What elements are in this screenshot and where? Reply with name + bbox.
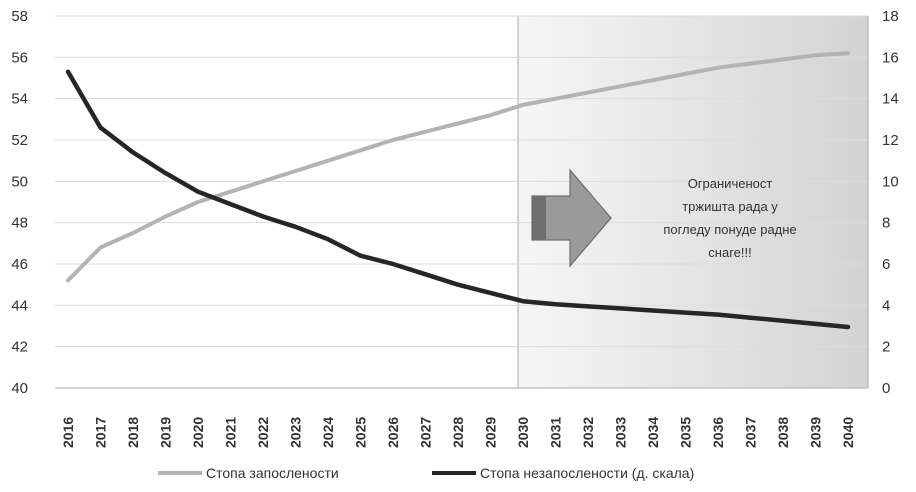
y-right-tick-label: 10	[882, 173, 899, 190]
arrow-icon	[531, 168, 612, 268]
y-left-tick-label: 40	[11, 380, 28, 397]
x-tick-label: 2030	[515, 417, 531, 448]
x-tick-label: 2028	[450, 417, 466, 448]
y-left-tick-label: 56	[11, 49, 28, 66]
annotation-line: погледу понуде радне	[663, 222, 796, 237]
x-tick-label: 2038	[775, 417, 791, 448]
x-tick-label: 2023	[288, 417, 304, 448]
series-line-2	[65, 69, 851, 330]
y-left-tick-label: 54	[11, 91, 28, 108]
x-tick-label: 2019	[158, 417, 174, 448]
x-tick-label: 2016	[60, 417, 76, 448]
x-tick-label: 2036	[710, 417, 726, 448]
x-tick-label: 2031	[548, 417, 564, 448]
x-tick-label: 2040	[840, 417, 856, 448]
x-tick-label: 2033	[613, 417, 629, 448]
y-left-tick-label: 44	[11, 297, 28, 314]
y-left-tick-label: 58	[11, 8, 28, 25]
x-tick-label: 2039	[808, 417, 824, 448]
arrow-tail	[532, 196, 546, 240]
y-right-tick-label: 2	[882, 339, 890, 356]
x-tick-label: 2034	[645, 417, 661, 448]
annotation-line: тржишта рада у	[682, 199, 778, 214]
x-tick-label: 2022	[255, 417, 271, 448]
y-left-tick-label: 46	[11, 256, 28, 273]
x-tick-label: 2021	[223, 417, 239, 448]
legend-label: Стопа незапослености (д. скала)	[480, 465, 694, 481]
x-tick-label: 2032	[580, 417, 596, 448]
x-tick-label: 2029	[483, 417, 499, 448]
y-left-tick-label: 52	[11, 132, 28, 149]
legend-item-1: Стопа запослености	[158, 465, 339, 481]
legend-label: Стопа запослености	[206, 465, 339, 481]
y-right-tick-label: 8	[882, 215, 890, 232]
y-right-tick-label: 12	[882, 132, 899, 149]
x-tick-label: 2018	[125, 417, 141, 448]
legend-item-2: Стопа незапослености (д. скала)	[432, 465, 694, 481]
y-left-tick-label: 42	[11, 339, 28, 356]
y-right-tick-label: 18	[882, 8, 899, 25]
x-tick-label: 2027	[418, 417, 434, 448]
y-right-tick-label: 14	[882, 91, 899, 108]
x-tick-label: 2037	[743, 417, 759, 448]
y-right-tick-label: 4	[882, 297, 890, 314]
x-tick-label: 2024	[320, 417, 336, 448]
x-tick-label: 2025	[353, 417, 369, 448]
y-left-tick-label: 48	[11, 215, 28, 232]
x-tick-label: 2035	[678, 417, 694, 448]
y-right-tick-label: 0	[882, 380, 890, 397]
x-tick-label: 2017	[93, 417, 109, 448]
series-line-1	[66, 51, 850, 283]
annotation-line: Ограниченост	[688, 176, 773, 191]
y-left-tick-label: 50	[11, 173, 28, 190]
y-right-tick-label: 16	[882, 49, 899, 66]
y-right-tick-label: 6	[882, 256, 890, 273]
x-tick-label: 2020	[190, 417, 206, 448]
annotation-line: снаге!!!	[708, 245, 751, 260]
x-tick-label: 2026	[385, 417, 401, 448]
